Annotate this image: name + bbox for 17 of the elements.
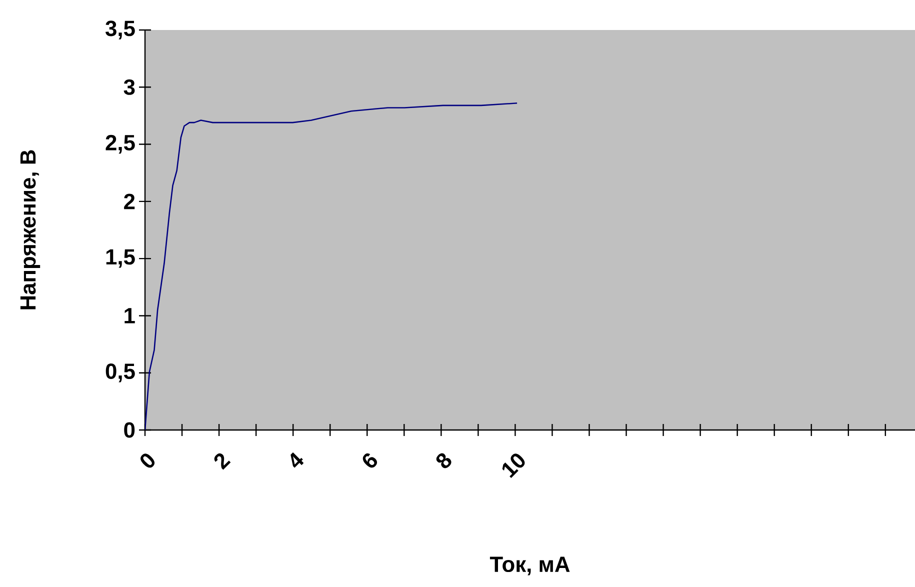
- y-tick-label: 2: [124, 194, 135, 210]
- x-tick-label: 2: [214, 453, 231, 470]
- x-tick-label: 0: [140, 454, 155, 468]
- x-tick-label: 10: [502, 454, 525, 478]
- y-tick-label: 0: [124, 422, 135, 438]
- x-tick-label: 4: [290, 452, 304, 468]
- x-axis-title: Ток, мА: [490, 556, 570, 576]
- y-tick-label: 1: [124, 308, 135, 324]
- y-tick-label: 3,5: [106, 20, 135, 40]
- y-axis-title: Напряжение, В: [20, 150, 40, 310]
- x-tick-label: 8: [436, 453, 452, 468]
- line-series: [145, 102, 518, 430]
- y-tick-label: 2,5: [106, 134, 135, 154]
- y-tick-label: 1,5: [106, 249, 135, 268]
- y-tick-label: 0,5: [106, 364, 135, 382]
- x-tick-label: 6: [362, 453, 378, 468]
- y-tick-label: 3: [124, 79, 135, 95]
